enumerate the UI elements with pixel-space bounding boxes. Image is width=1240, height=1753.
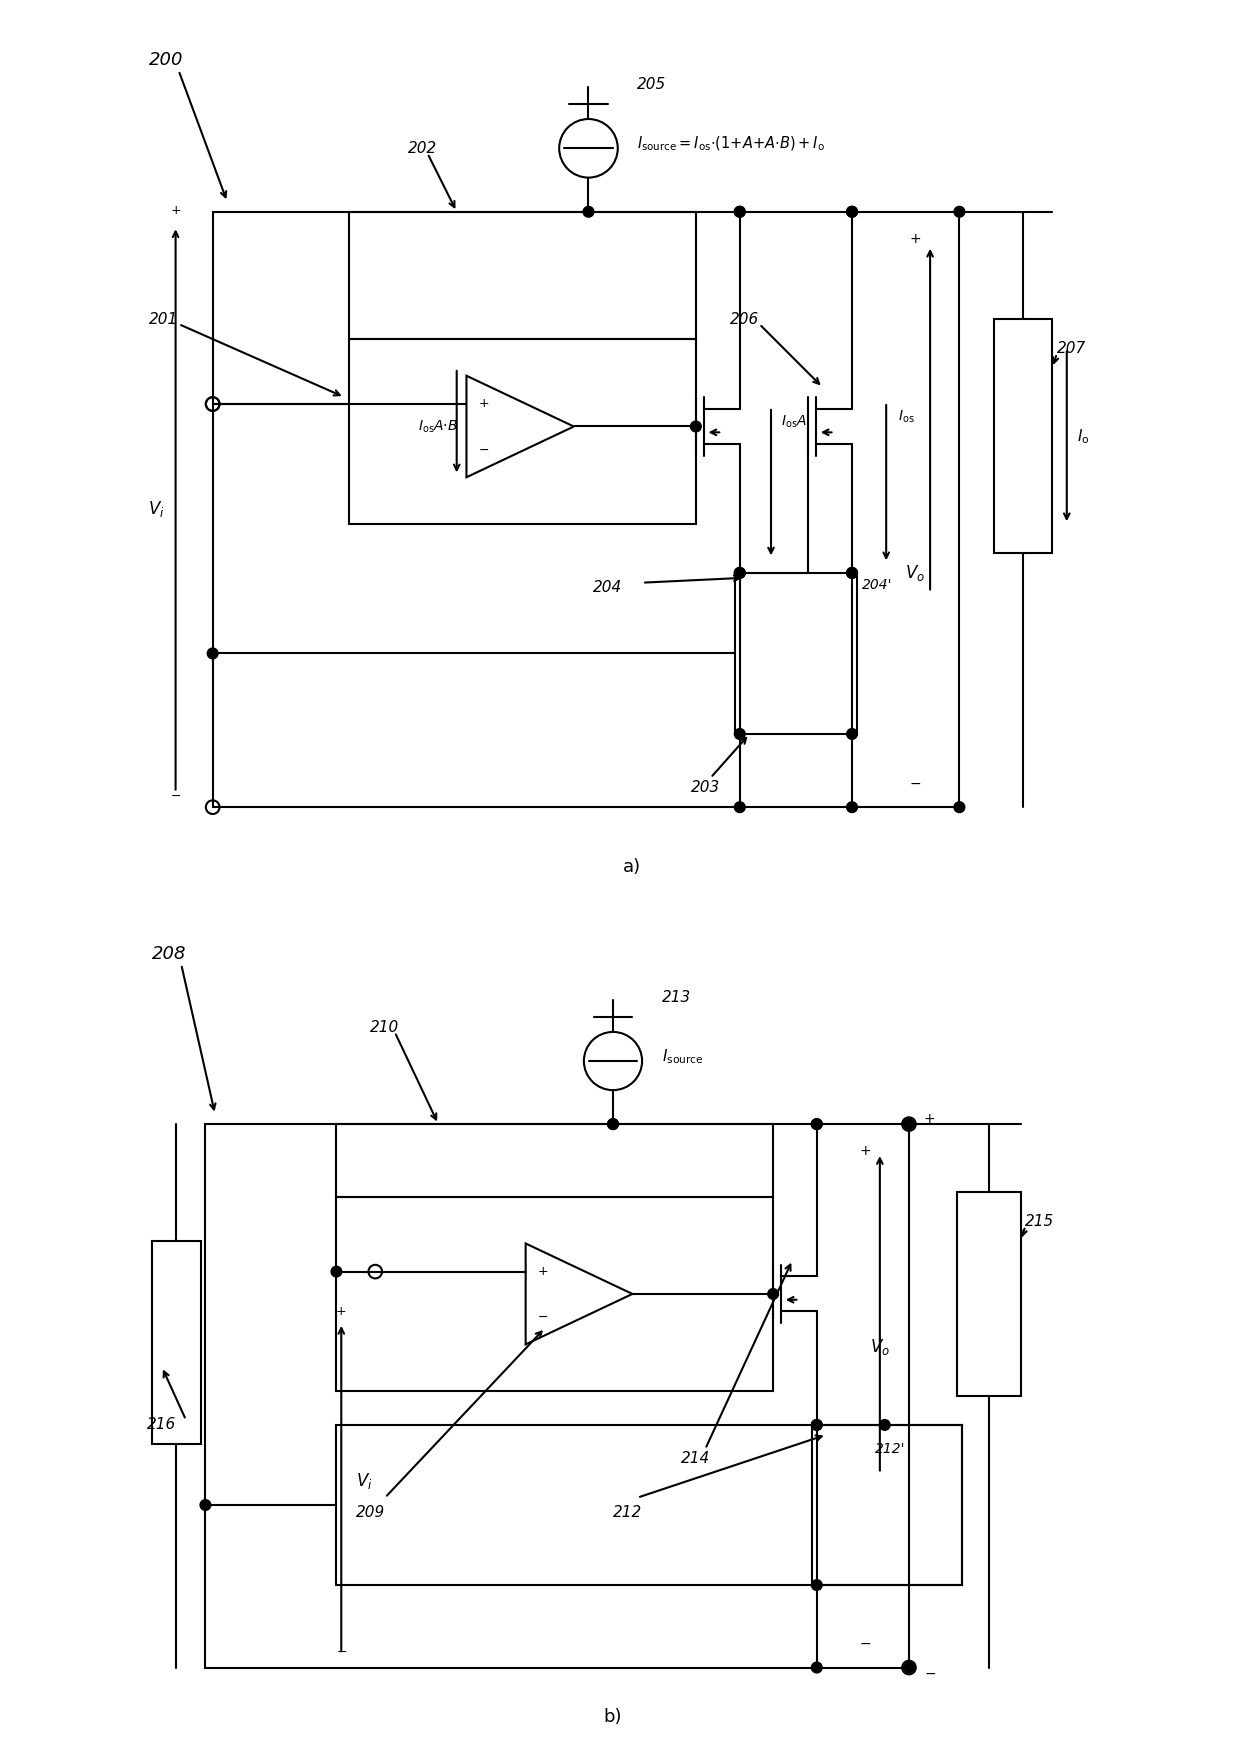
Text: 212': 212' <box>875 1443 905 1457</box>
Text: $-$: $-$ <box>170 789 181 803</box>
Text: a): a) <box>624 857 641 875</box>
Bar <box>735 573 857 735</box>
Text: b): b) <box>604 1707 622 1725</box>
Text: $-$: $-$ <box>479 444 490 456</box>
Circle shape <box>811 1662 822 1672</box>
Circle shape <box>207 649 218 659</box>
Circle shape <box>734 568 745 578</box>
Text: $I_{\rm o}$: $I_{\rm o}$ <box>1076 428 1089 445</box>
Text: 210: 210 <box>371 1020 399 1034</box>
Text: 203: 203 <box>691 780 720 796</box>
Text: $V_o$: $V_o$ <box>870 1338 890 1357</box>
Bar <box>336 1124 773 1197</box>
Bar <box>336 1425 962 1585</box>
Text: $-$: $-$ <box>537 1309 548 1324</box>
Bar <box>812 1425 962 1585</box>
Text: $-$: $-$ <box>909 777 921 791</box>
Circle shape <box>768 1288 779 1299</box>
Bar <box>350 212 696 338</box>
Circle shape <box>847 568 857 578</box>
Circle shape <box>904 1118 914 1129</box>
Text: $I_{\rm source}$: $I_{\rm source}$ <box>661 1047 703 1066</box>
Circle shape <box>734 729 745 740</box>
Circle shape <box>200 1499 211 1511</box>
Circle shape <box>331 1266 342 1276</box>
Text: +: + <box>910 231 921 245</box>
Circle shape <box>583 207 594 217</box>
Circle shape <box>691 421 701 431</box>
Circle shape <box>904 1662 914 1672</box>
Text: 204': 204' <box>862 578 893 591</box>
Circle shape <box>847 207 857 217</box>
Bar <box>350 338 696 524</box>
Text: $I_{\rm source}=I_{\rm os}{\cdot}(1{+}A{+}A{\cdot}B)+I_{\rm o}$: $I_{\rm source}=I_{\rm os}{\cdot}(1{+}A{… <box>637 135 825 153</box>
Circle shape <box>734 568 745 578</box>
Text: $-$: $-$ <box>859 1636 872 1650</box>
Text: +: + <box>479 398 489 410</box>
Text: 214: 214 <box>681 1451 711 1467</box>
Circle shape <box>811 1420 822 1430</box>
Circle shape <box>847 568 857 578</box>
Text: $V_o$: $V_o$ <box>905 563 925 584</box>
Text: $-$: $-$ <box>336 1644 347 1658</box>
Text: $I_{\rm os}A$: $I_{\rm os}A$ <box>781 414 807 429</box>
Bar <box>957 1192 1021 1395</box>
Text: +: + <box>537 1264 548 1278</box>
Circle shape <box>954 207 965 217</box>
Text: $V_i$: $V_i$ <box>148 500 165 519</box>
Text: 204: 204 <box>594 580 622 594</box>
Circle shape <box>734 207 745 217</box>
Circle shape <box>879 1420 890 1430</box>
Circle shape <box>811 1420 822 1430</box>
Circle shape <box>847 207 857 217</box>
Text: $V_i$: $V_i$ <box>356 1471 372 1490</box>
Text: 202: 202 <box>408 140 438 156</box>
Circle shape <box>811 1118 822 1129</box>
Circle shape <box>847 729 857 740</box>
Text: 212: 212 <box>613 1504 642 1520</box>
Text: 216: 216 <box>148 1418 176 1432</box>
Text: 201: 201 <box>149 312 179 326</box>
Circle shape <box>608 1118 619 1129</box>
Circle shape <box>608 1118 619 1129</box>
Text: 206: 206 <box>730 312 759 326</box>
Text: 205: 205 <box>637 77 667 93</box>
Text: +: + <box>336 1306 347 1318</box>
Bar <box>993 319 1052 554</box>
Bar <box>153 1241 201 1444</box>
Text: 207: 207 <box>1056 340 1086 356</box>
Circle shape <box>734 801 745 813</box>
Text: 215: 215 <box>1025 1213 1055 1229</box>
Bar <box>336 1197 773 1390</box>
Text: +: + <box>859 1145 872 1159</box>
Circle shape <box>847 801 857 813</box>
Text: 208: 208 <box>153 945 186 964</box>
Text: 213: 213 <box>661 990 691 1006</box>
Text: $I_{\rm os}$: $I_{\rm os}$ <box>898 408 915 424</box>
Circle shape <box>811 1118 822 1129</box>
Circle shape <box>954 801 965 813</box>
Text: $-$: $-$ <box>924 1665 936 1679</box>
Text: +: + <box>170 203 181 217</box>
Text: $I_{\rm os}A{\cdot}B$: $I_{\rm os}A{\cdot}B$ <box>418 419 458 435</box>
Text: +: + <box>924 1111 935 1125</box>
Text: 209: 209 <box>356 1504 386 1520</box>
Circle shape <box>811 1579 822 1590</box>
Circle shape <box>734 207 745 217</box>
Text: 200: 200 <box>149 51 184 70</box>
